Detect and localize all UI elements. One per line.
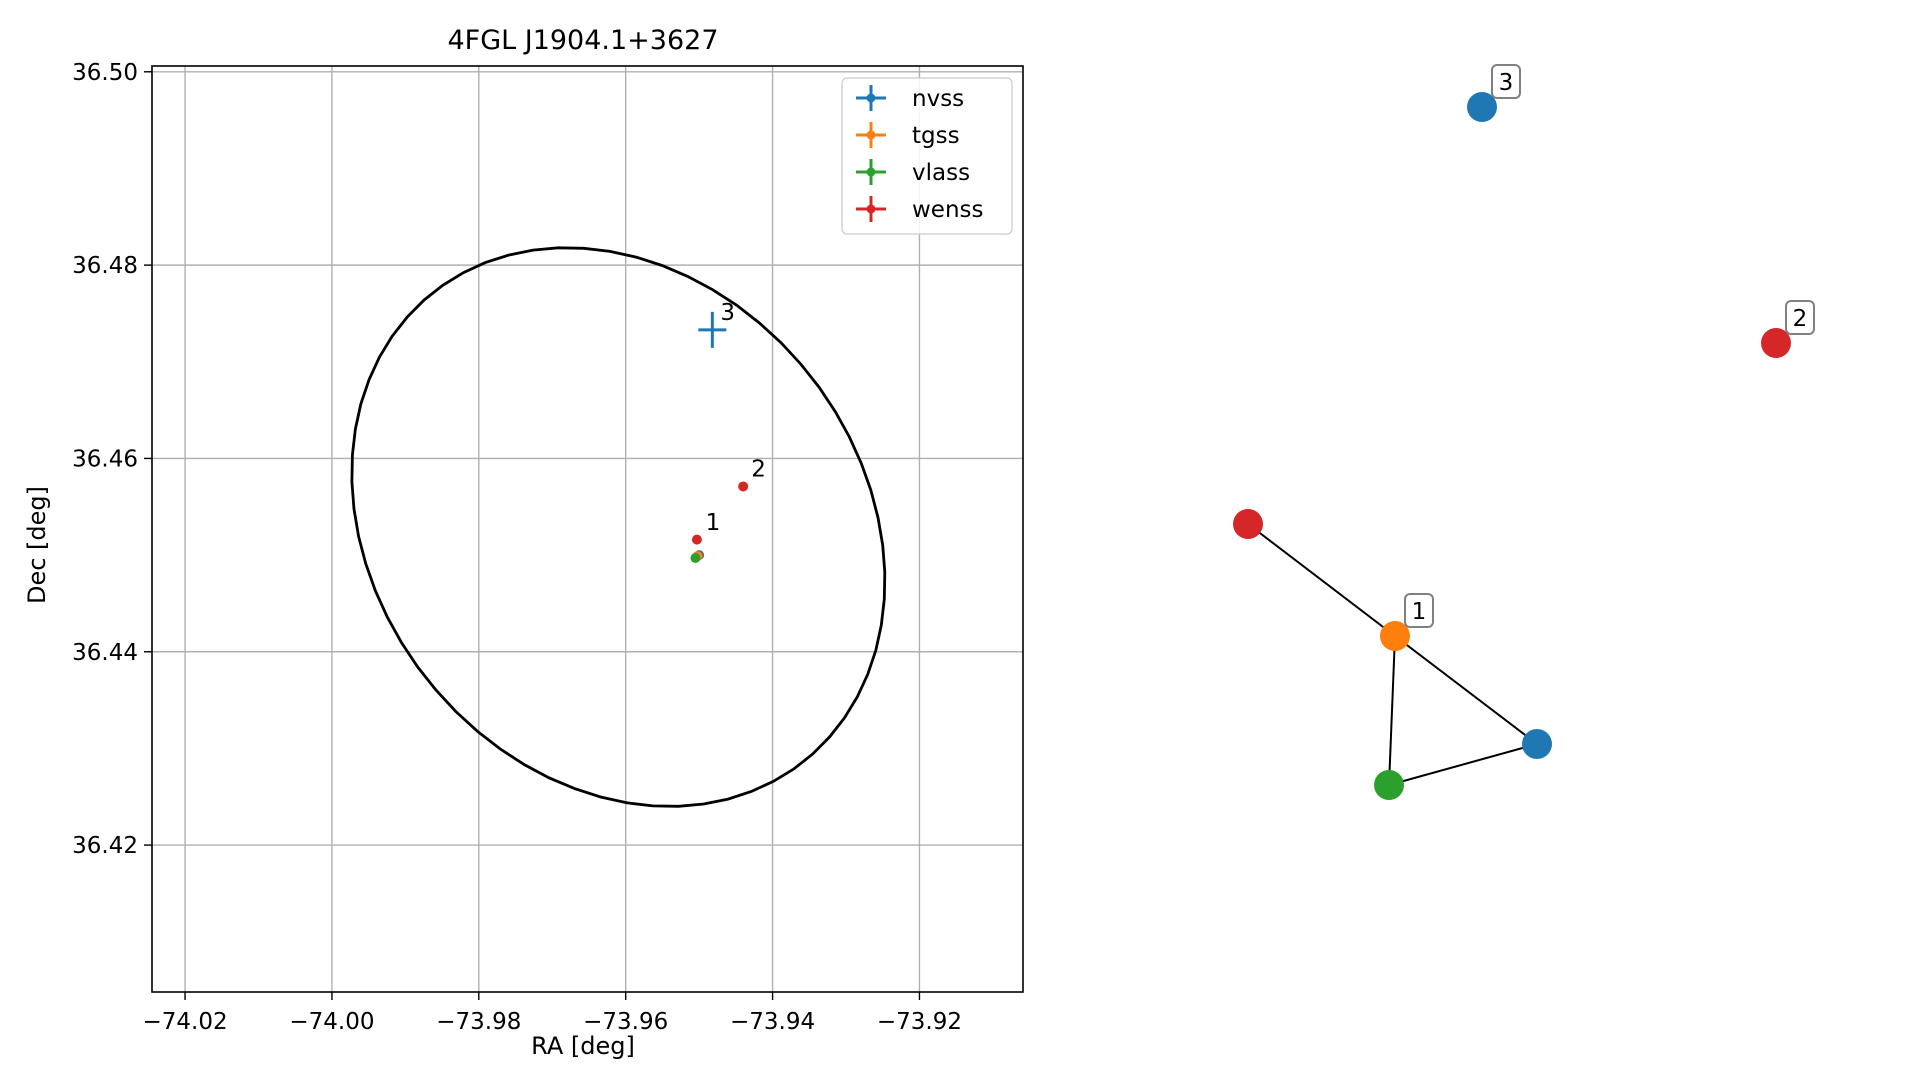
network-node-label-box	[1491, 64, 1521, 99]
legend-tgss-dot	[866, 130, 876, 140]
error-ellipse	[350, 246, 887, 808]
data-points	[690, 311, 749, 563]
network-nodes	[1233, 92, 1791, 800]
legend-vlass-label: vlass	[912, 160, 970, 186]
point-annotation-1: 1	[706, 510, 721, 536]
network-edges	[1247, 523, 1538, 786]
plot-frame	[151, 65, 1024, 993]
network-edge	[1388, 635, 1396, 786]
network-edge	[1247, 523, 1396, 637]
network-node-label-box	[1785, 300, 1815, 335]
network-node-label: 1	[1412, 599, 1427, 625]
scatter-plot: 4FGL J1904.1+3627 RA [deg] Dec [deg] −74…	[23, 25, 1024, 1060]
y-tick-label: 36.48	[72, 253, 138, 279]
legend-nvss-dot	[866, 93, 876, 103]
wenss-point	[691, 534, 702, 545]
legend-wenss-label: wenss	[912, 197, 984, 223]
legend-wenss-dot	[866, 204, 876, 214]
y-tick-label: 36.42	[72, 833, 138, 859]
network-node-nvss-3	[1467, 92, 1497, 122]
network-graph: 1 3 2	[1233, 64, 1815, 800]
x-tick-label: −73.96	[583, 1009, 668, 1035]
network-edge	[1394, 635, 1538, 745]
network-node-wenss-2	[1761, 328, 1791, 358]
x-axis-label: RA [deg]	[531, 1032, 635, 1060]
x-tick-label: −73.94	[730, 1009, 815, 1035]
vlass-point	[690, 552, 701, 563]
x-tick-label: −73.98	[436, 1009, 521, 1035]
network-node-nvss-1	[1522, 729, 1552, 759]
network-node-labels: 1 3 2	[1404, 64, 1815, 628]
point-annotations: 1 2 3	[706, 300, 766, 536]
legend-box	[841, 77, 1013, 235]
x-tick-label: −73.92	[877, 1009, 962, 1035]
chart-title: 4FGL J1904.1+3627	[447, 25, 718, 56]
point-annotation-2: 2	[751, 457, 766, 483]
legend-nvss-label: nvss	[912, 86, 964, 112]
network-node-tgss-1	[1380, 621, 1410, 651]
y-tick-label: 36.50	[72, 60, 138, 86]
legend-tgss-label: tgss	[912, 123, 960, 149]
legend-vlass-dot	[866, 167, 876, 177]
y-tick-label: 36.44	[72, 640, 138, 666]
network-node-vlass-1	[1374, 770, 1404, 800]
x-tick-label: −74.02	[142, 1009, 227, 1035]
axis-ticks: −74.02 −74.00 −73.98 −73.96 −73.94 −73.92 36.4…	[72, 60, 962, 1035]
network-node-wenss-1	[1233, 509, 1263, 539]
wenss-point	[738, 481, 749, 492]
x-tick-label: −74.00	[289, 1009, 374, 1035]
network-node-label-box	[1404, 593, 1434, 628]
y-axis-label: Dec [deg]	[23, 486, 51, 604]
legend: nvss tgss vlass wenss	[841, 77, 1013, 235]
network-node-label: 2	[1793, 306, 1808, 332]
network-node-label: 3	[1499, 70, 1514, 96]
point-annotation-3: 3	[720, 300, 735, 326]
y-tick-label: 36.46	[72, 446, 138, 472]
network-edge	[1388, 743, 1538, 786]
